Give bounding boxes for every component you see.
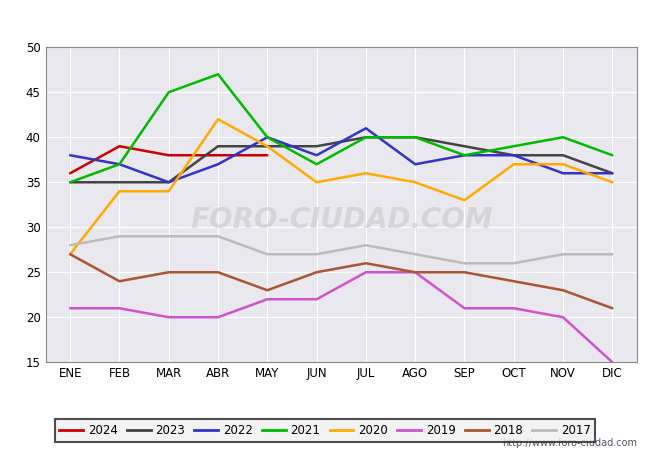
Text: Afiliados en El Pobo a 31/5/2024: Afiliados en El Pobo a 31/5/2024 bbox=[162, 11, 488, 29]
Text: http://www.foro-ciudad.com: http://www.foro-ciudad.com bbox=[502, 438, 637, 448]
Legend: 2024, 2023, 2022, 2021, 2020, 2019, 2018, 2017: 2024, 2023, 2022, 2021, 2020, 2019, 2018… bbox=[55, 419, 595, 442]
Text: FORO-CIUDAD.COM: FORO-CIUDAD.COM bbox=[190, 207, 493, 234]
